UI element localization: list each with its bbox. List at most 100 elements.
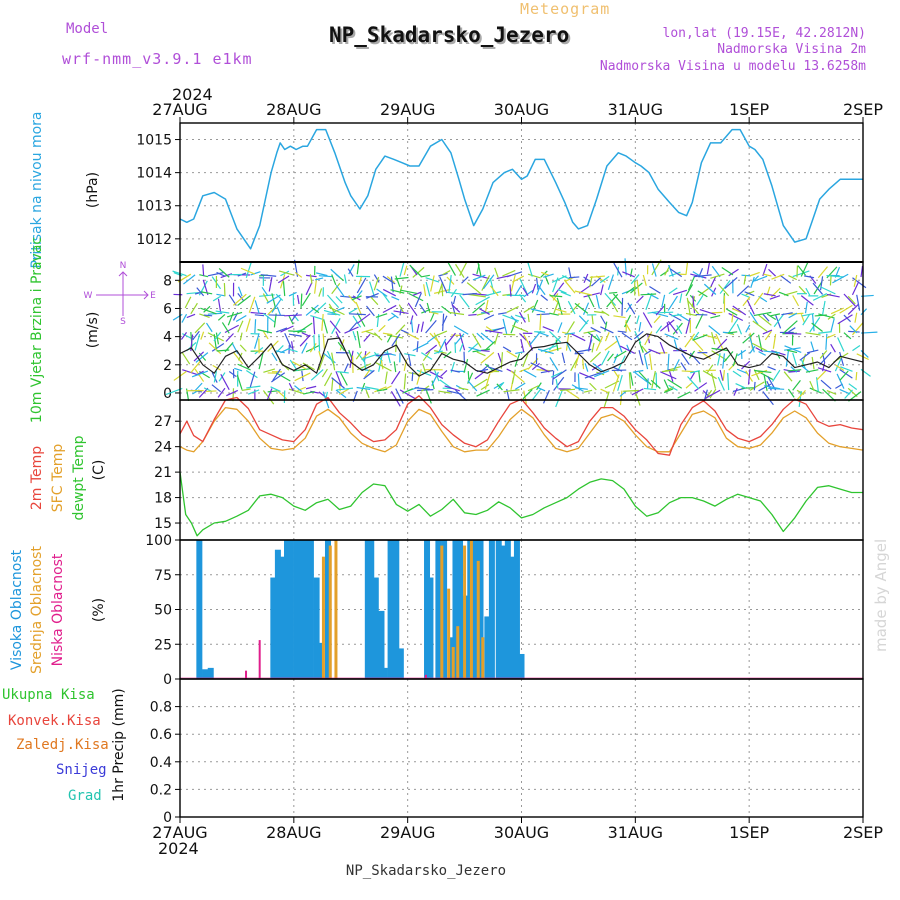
- wind-arrow: [472, 378, 488, 389]
- wind-arrow: [570, 332, 586, 342]
- wind-arrow: [194, 322, 206, 334]
- wind-arrow: [523, 305, 535, 313]
- wind-arrow: [461, 276, 469, 284]
- wind-arrow: [839, 304, 853, 314]
- wind-arrow: [217, 387, 226, 398]
- precip-legend-hail: Grad: [68, 788, 102, 804]
- wind-arrow: [441, 283, 444, 297]
- wind-arrow: [323, 319, 328, 334]
- wind-arrow: [839, 370, 849, 381]
- cloud-bar-0: [447, 637, 454, 679]
- wind-arrow: [583, 389, 593, 393]
- cloud-bar-0: [318, 642, 325, 679]
- wind-arrow: [702, 370, 717, 380]
- wind-arrow: [444, 385, 460, 392]
- wind-arrow: [249, 371, 256, 388]
- wind-arrow: [330, 268, 341, 279]
- wind-arrow: [732, 305, 747, 316]
- wind-arrow: [710, 275, 717, 287]
- wind-arrow: [420, 321, 424, 332]
- wind-arrow: [260, 274, 277, 277]
- wind-arrow: [820, 286, 836, 295]
- wind-arrow: [843, 332, 852, 340]
- wind-arrow: [549, 312, 559, 316]
- wind-arrow: [588, 333, 593, 352]
- wind-arrow: [425, 320, 437, 334]
- wind-arrow: [829, 274, 832, 286]
- wind-arrow: [409, 264, 422, 278]
- cloud-bar-0: [457, 540, 464, 679]
- cloud-bar-0: [307, 540, 314, 679]
- wind-arrow: [394, 276, 409, 280]
- wind-arrow: [752, 342, 768, 352]
- wind-arrow: [549, 295, 563, 298]
- wind-arrow: [378, 355, 383, 372]
- wind-arrow: [607, 353, 614, 362]
- wind-arrow: [361, 382, 366, 392]
- wind-arrow: [644, 331, 653, 346]
- wind-arrow: [391, 296, 400, 301]
- wind-arrow: [358, 275, 363, 285]
- wind-arrow: [430, 275, 435, 292]
- wind-arrow: [393, 310, 409, 315]
- wind-arrow: [472, 274, 486, 281]
- wind-arrow: [755, 347, 764, 353]
- precip-ylabel-text: 1hr Precip: [111, 731, 127, 802]
- wind-arrow: [728, 318, 739, 334]
- cloud-bar-0: [284, 540, 291, 679]
- pressure-unit: (hPa): [85, 172, 101, 208]
- wind-arrow: [459, 262, 468, 276]
- wind-arrow: [664, 333, 679, 340]
- wind-arrow: [382, 275, 396, 285]
- wind-arrow: [604, 340, 618, 351]
- wind-arrow: [300, 293, 303, 309]
- wind-arrow: [452, 295, 457, 305]
- precip-legend-total: Ukupna Kisa: [2, 687, 95, 703]
- wind-arrow: [335, 285, 345, 298]
- wind-arrow: [798, 285, 806, 294]
- wind-arrow: [476, 389, 490, 397]
- wind-arrow: [732, 370, 742, 378]
- wind-arrow: [659, 341, 666, 354]
- wind-arrow: [523, 334, 531, 348]
- wind-arrow: [481, 275, 491, 291]
- wind-arrow: [191, 370, 209, 378]
- cloud-bar-1: [440, 545, 444, 679]
- wind-arrow: [698, 349, 712, 360]
- wind-arrow: [472, 333, 482, 348]
- wind-arrow: [331, 317, 341, 335]
- y-tick-label: 0: [163, 810, 172, 826]
- wind-arrow: [421, 363, 427, 374]
- wind-arrow: [288, 330, 307, 333]
- wind-arrow: [692, 331, 700, 341]
- wind-arrow: [241, 388, 251, 392]
- wind-arrow: [659, 311, 674, 314]
- wind-arrow: [303, 390, 315, 395]
- wind-arrow: [749, 381, 765, 391]
- wind-arrow: [437, 338, 447, 354]
- wind-arrow: [830, 318, 835, 332]
- wind-arrow: [710, 314, 721, 319]
- wind-arrow: [788, 370, 800, 373]
- wind-arrow: [819, 350, 828, 359]
- wind-arrow: [633, 330, 644, 340]
- wind-arrow: [220, 373, 230, 391]
- wind-arrow: [206, 390, 217, 393]
- wind-arrow: [429, 312, 435, 322]
- wind-arrow: [590, 326, 601, 334]
- wind-arrow: [617, 374, 623, 391]
- wind-arrow: [195, 352, 209, 363]
- wind-arrow: [399, 389, 416, 399]
- wind-arrow: [335, 296, 343, 304]
- wind-arrow: [434, 330, 448, 337]
- cloud-bar-0: [387, 540, 394, 679]
- wind-arrow: [531, 388, 542, 401]
- wind-arrow: [643, 355, 649, 370]
- wind-arrow: [382, 304, 397, 314]
- wind-arrow: [768, 387, 785, 390]
- wind-arrow: [543, 273, 554, 278]
- wind-arrow: [509, 284, 512, 297]
- wind-arrow: [331, 274, 337, 286]
- wind-arrow: [225, 333, 234, 342]
- wind-arrow: [555, 339, 559, 351]
